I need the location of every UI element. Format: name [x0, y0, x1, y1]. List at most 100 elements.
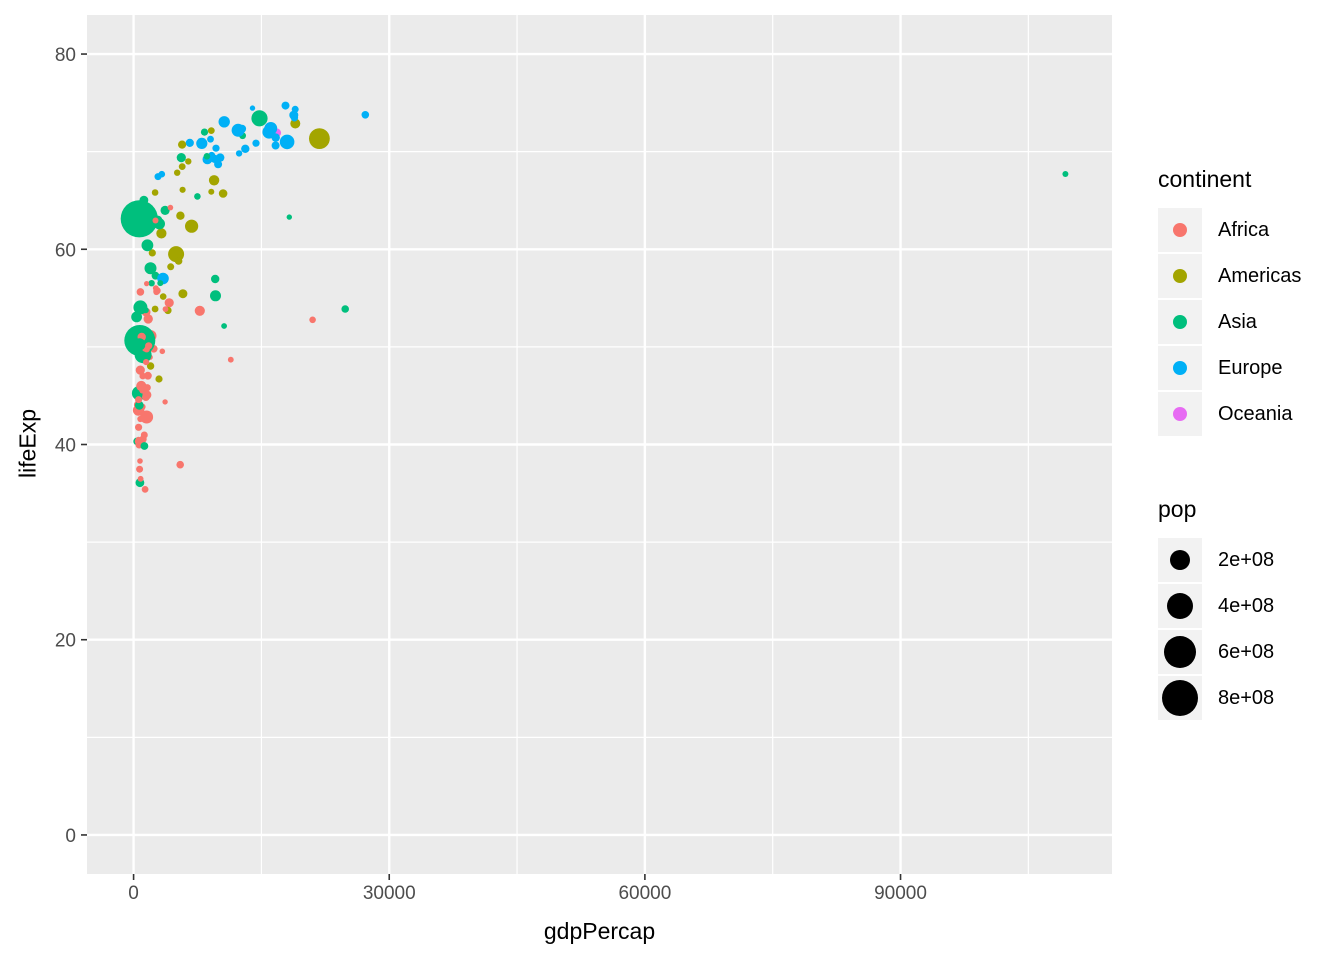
legend-key: [1158, 392, 1202, 436]
size-dot-icon: [1161, 679, 1198, 716]
legend-item-4e08: 4e+08: [1158, 584, 1274, 628]
x-tick-label: 30000: [363, 883, 416, 904]
y-tick-label: 40: [55, 436, 76, 457]
data-point: [281, 101, 290, 110]
americas-swatch-icon: [1173, 269, 1187, 283]
data-point: [135, 396, 143, 404]
legend-item-8e08: 8e+08: [1158, 676, 1274, 720]
data-point: [142, 390, 152, 400]
data-point: [141, 486, 149, 493]
legend-key: [1158, 300, 1202, 344]
data-point: [279, 134, 295, 150]
y-axis-title: lifeExp: [14, 408, 41, 479]
data-point: [309, 316, 316, 324]
data-point: [176, 153, 186, 163]
data-point: [159, 293, 167, 300]
legend-key: [1158, 254, 1202, 298]
data-point: [144, 262, 157, 275]
data-point: [271, 141, 280, 150]
data-point: [151, 189, 159, 196]
legend-key: [1158, 630, 1202, 674]
data-point: [174, 257, 183, 265]
data-point: [135, 365, 145, 375]
legend-label: Americas: [1218, 264, 1302, 287]
legend-item-europe: Europe: [1158, 346, 1301, 390]
data-point: [139, 195, 149, 205]
data-point: [143, 314, 153, 324]
data-point: [153, 287, 161, 295]
data-point: [289, 110, 299, 120]
data-point: [194, 193, 201, 200]
legend-label: 8e+08: [1218, 686, 1275, 709]
legend-item-africa: Africa: [1158, 208, 1301, 252]
legend-item-asia: Asia: [1158, 300, 1301, 344]
y-tick-label: 80: [55, 45, 76, 66]
data-point: [159, 348, 166, 355]
x-axis-title: gdpPercap: [543, 918, 656, 944]
data-point: [162, 306, 169, 312]
data-point: [210, 290, 221, 302]
data-point: [178, 163, 186, 171]
legend-key: [1158, 584, 1202, 628]
data-point: [143, 384, 151, 392]
legend-item-2e08: 2e+08: [1158, 538, 1274, 582]
data-point: [211, 274, 220, 284]
data-point: [176, 460, 184, 469]
legend-key: [1158, 346, 1202, 390]
pop-legend: pop 2e+08 4e+08 6e+08 8e+08: [1158, 496, 1274, 722]
data-point: [231, 123, 245, 137]
data-point: [361, 111, 370, 119]
data-point: [309, 128, 330, 150]
data-point: [137, 475, 144, 482]
data-point: [160, 205, 170, 215]
data-point: [162, 399, 168, 405]
data-point: [144, 371, 152, 380]
x-tick-label: 0: [128, 883, 139, 904]
data-point: [167, 204, 174, 211]
data-point: [152, 217, 159, 224]
data-point: [148, 249, 156, 257]
data-point: [154, 173, 162, 181]
data-point: [148, 280, 155, 287]
data-point: [252, 139, 260, 147]
asia-swatch-icon: [1173, 315, 1187, 329]
data-point: [1062, 171, 1069, 177]
data-point: [251, 110, 268, 127]
data-point: [151, 305, 159, 313]
x-tick-label: 90000: [874, 883, 927, 904]
legend-item-6e08: 6e+08: [1158, 630, 1274, 674]
data-point: [341, 305, 350, 313]
data-point: [155, 375, 163, 383]
data-point: [212, 144, 220, 152]
data-point: [140, 410, 154, 424]
data-point: [194, 305, 205, 316]
data-point: [133, 338, 146, 351]
y-tick-label: 20: [55, 631, 76, 652]
size-dot-icon: [1164, 636, 1196, 668]
data-point: [133, 300, 148, 315]
data-point: [178, 140, 187, 149]
legend-key: [1158, 538, 1202, 582]
data-point: [200, 128, 209, 136]
x-tick-label: 60000: [618, 883, 671, 904]
data-point: [120, 200, 158, 238]
legend-label: Oceania: [1218, 402, 1293, 425]
data-point: [134, 400, 144, 410]
data-point: [207, 127, 215, 134]
legend-key: [1158, 676, 1202, 720]
continent-legend: continent Africa Americas Asia Europe Oc…: [1158, 166, 1301, 438]
data-point: [227, 356, 234, 363]
data-point: [218, 189, 228, 198]
y-tick-label: 0: [65, 826, 76, 847]
legend-label: Asia: [1218, 310, 1257, 333]
africa-swatch-icon: [1173, 223, 1187, 237]
data-point: [185, 219, 199, 233]
data-point: [174, 169, 181, 176]
legend-item-oceania: Oceania: [1158, 392, 1301, 436]
data-point: [136, 288, 145, 296]
data-point: [157, 280, 164, 287]
data-point: [291, 105, 299, 113]
legend-label: 2e+08: [1218, 548, 1275, 571]
